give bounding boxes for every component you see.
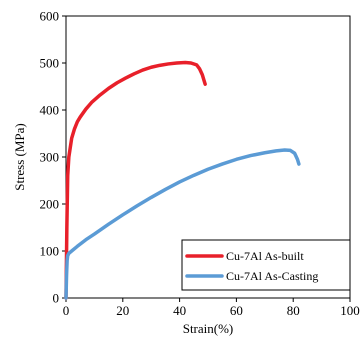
series-line-as-casting bbox=[64, 148, 301, 300]
x-tick-label: 40 bbox=[173, 303, 186, 318]
y-tick-label: 0 bbox=[53, 291, 60, 306]
x-tick-label: 60 bbox=[230, 303, 243, 318]
x-axis-title: Strain(%) bbox=[183, 321, 234, 336]
legend-label-as-built: Cu-7Al As-built bbox=[226, 249, 304, 263]
y-axis: 0 100 200 300 400 500 600 bbox=[40, 9, 66, 306]
legend-label-as-casting: Cu-7Al As-Casting bbox=[226, 269, 318, 283]
x-axis: 0 20 40 60 80 100 bbox=[63, 298, 360, 318]
legend-box bbox=[181, 239, 351, 291]
legend: Cu-7Al As-built Cu-7Al As-Casting bbox=[181, 239, 351, 291]
y-axis-title: Stress (MPa) bbox=[12, 123, 27, 191]
x-tick-label: 100 bbox=[340, 303, 360, 318]
x-tick-label: 80 bbox=[287, 303, 300, 318]
y-tick-label: 500 bbox=[40, 56, 60, 71]
y-tick-label: 400 bbox=[40, 103, 60, 118]
series-line-as-built bbox=[64, 60, 207, 300]
y-tick-label: 300 bbox=[40, 150, 60, 165]
x-tick-label: 0 bbox=[63, 303, 70, 318]
y-tick-label: 100 bbox=[40, 244, 60, 259]
y-tick-label: 600 bbox=[40, 9, 60, 24]
y-tick-label: 200 bbox=[40, 197, 60, 212]
x-tick-label: 20 bbox=[116, 303, 129, 318]
series-layer bbox=[64, 60, 301, 300]
